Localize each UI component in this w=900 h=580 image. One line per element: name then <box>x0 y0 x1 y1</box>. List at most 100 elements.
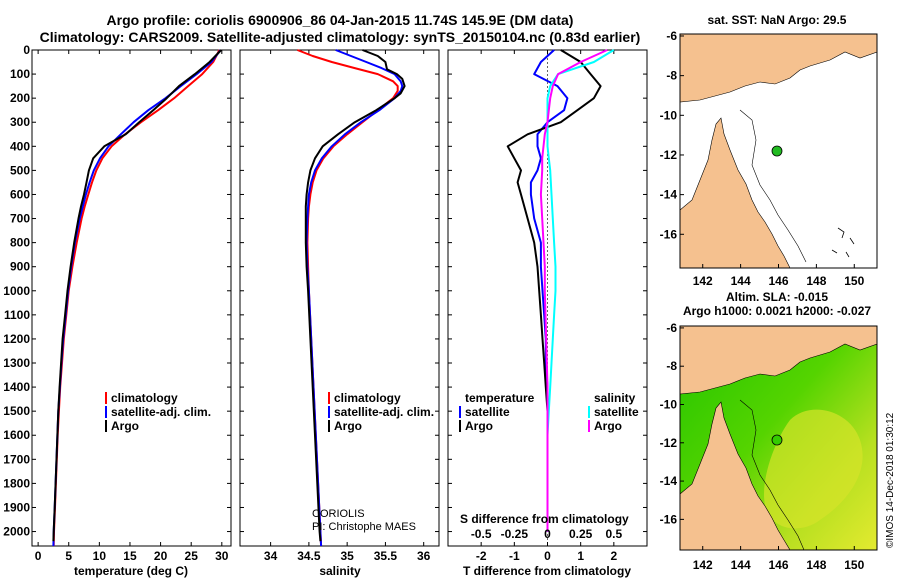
depth-tick-label: 700 <box>10 212 30 226</box>
map-bottom-title2: Argo h1000: 0.0021 h2000: -0.027 <box>683 304 871 318</box>
depth-tick-label: 2000 <box>3 525 30 539</box>
map-x-tick-label: 148 <box>806 558 826 572</box>
map-x-tick-label: 144 <box>731 558 751 572</box>
map-top-coral-islands <box>831 227 855 258</box>
s-difference-note: S difference from climatology <box>460 512 629 526</box>
depth-tick-label: 500 <box>10 163 30 177</box>
depth-tick-label: 300 <box>10 115 30 129</box>
x-tick-label: -2 <box>476 549 487 563</box>
map-y-tick-label: -14 <box>660 188 678 202</box>
depth-tick-label: 1400 <box>3 380 30 394</box>
x-tick-label: 25 <box>185 549 199 563</box>
depth-tick-label: 600 <box>10 187 30 201</box>
difference-legend: temperature satellite Argo salinity sate… <box>459 391 639 433</box>
series-line-argo <box>52 49 222 542</box>
depth-tick-label: 1300 <box>3 356 30 370</box>
map-bottom-reef-line <box>739 399 805 551</box>
figure-title-line2: Climatology: CARS2009. Satellite-adjuste… <box>40 29 641 45</box>
map-y-tick-label: -6 <box>666 29 677 43</box>
depth-tick-label: 1200 <box>3 332 30 346</box>
salinity-panel: 34 34.5 35 35.5 36 <box>240 49 439 563</box>
difference-axis-label: T difference from climatology <box>463 564 631 578</box>
map-x-tick-label: 148 <box>806 274 826 288</box>
depth-tick-label: 1600 <box>3 428 30 442</box>
legend-salinity-title: salinity <box>594 391 636 405</box>
x-tick-label: 2 <box>610 549 617 563</box>
s-diff-tick-label: -0.5 <box>471 527 492 541</box>
legend-temp-argo-label: Argo <box>465 419 493 433</box>
legend-argo-label: Argo <box>334 419 362 433</box>
depth-axis-labels: 0 100 200 300 400 500 600 700 800 900 1000 1100 1200… <box>3 43 30 539</box>
depth-tick-label: 100 <box>10 67 30 81</box>
temperature-panel: 0 5 10 15 20 25 30 <box>32 49 231 563</box>
imos-timestamp: ©IMOS 14-Dec-2018 01:30:12 <box>885 412 896 548</box>
x-tick-label: 1 <box>577 549 584 563</box>
depth-tick-label: 1000 <box>3 284 30 298</box>
legend-satellite-label: satellite-adj. clim. <box>111 405 211 419</box>
legend-climatology-label: climatology <box>334 391 401 405</box>
map-y-tick-label: -16 <box>660 227 678 241</box>
depth-tick-label: 900 <box>10 260 30 274</box>
series-line-temperature-argo <box>506 49 602 532</box>
map-y-tick-label: -12 <box>660 436 678 450</box>
salinity-axis-label: salinity <box>319 564 361 578</box>
map-bottom-title1: Altim. SLA: -0.015 <box>726 290 828 304</box>
map-top <box>679 33 878 269</box>
x-tick-label: 0 <box>544 549 551 563</box>
credit-pi: PI: Christophe MAES <box>312 521 416 533</box>
map-bottom-tick-labels: -6 -8 -10 -12 -14 -16 142 144 146 148 150 <box>660 321 865 572</box>
series-line-salinity-satellite <box>546 49 615 532</box>
map-top-reef-line <box>739 109 807 263</box>
map-bottom-land-capeyork <box>679 401 791 551</box>
legend-argo-label: Argo <box>111 419 139 433</box>
map-y-tick-label: -14 <box>660 474 678 488</box>
map-top-title: sat. SST: NaN Argo: 29.5 <box>708 13 847 27</box>
map-top-tick-labels: -6 -8 -10 -12 -14 -16 142 144 146 148 150 <box>660 29 865 288</box>
map-x-tick-label: 142 <box>693 558 713 572</box>
legend-climatology-label: climatology <box>111 391 178 405</box>
salinity-legend: climatology satellite-adj. clim. Argo <box>328 391 434 433</box>
map-bottom-land-newguinea <box>679 325 878 395</box>
credit-institution: CORIOLIS <box>312 508 365 520</box>
s-diff-tick-label: -0.25 <box>501 527 529 541</box>
x-tick-label: 0 <box>35 549 42 563</box>
legend-sal-argo-label: Argo <box>594 419 622 433</box>
x-tick-label: 34 <box>264 549 278 563</box>
temperature-legend: climatology satellite-adj. clim. Argo <box>105 391 211 433</box>
x-tick-label: 10 <box>93 549 107 563</box>
depth-tick-label: 0 <box>23 43 30 57</box>
salinity-plot-frame <box>239 49 440 547</box>
map-x-tick-label: 146 <box>768 274 788 288</box>
depth-tick-label: 1700 <box>3 452 30 466</box>
series-line-argo <box>304 49 406 542</box>
x-tick-label: 36 <box>417 549 431 563</box>
series-line-satellite-adj-clim- <box>305 49 404 547</box>
depth-tick-label: 1100 <box>4 308 30 322</box>
map-bottom <box>679 325 878 551</box>
argo-float-marker-top <box>771 145 783 157</box>
s-diff-tick-label: 0.25 <box>569 527 593 541</box>
depth-tick-label: 200 <box>10 91 30 105</box>
series-line-climatology <box>297 49 399 547</box>
x-tick-label: 30 <box>215 549 229 563</box>
legend-satellite-label: satellite-adj. clim. <box>334 405 434 419</box>
x-tick-label: 5 <box>65 549 72 563</box>
map-y-tick-label: -10 <box>660 397 678 411</box>
depth-tick-label: 400 <box>10 139 30 153</box>
map-y-tick-label: -10 <box>660 108 678 122</box>
legend-temp-satellite-label: satellite <box>465 405 510 419</box>
temperature-axis-label: temperature (deg C) <box>74 564 188 578</box>
map-y-tick-label: -8 <box>666 359 677 373</box>
difference-panel: -2 -1 0 1 2 <box>448 49 647 563</box>
s-difference-tick-labels: -0.5 -0.25 0 0.25 0.5 <box>471 527 623 541</box>
x-tick-label: 15 <box>123 549 137 563</box>
map-y-tick-label: -16 <box>660 512 678 526</box>
map-x-tick-label: 146 <box>768 558 788 572</box>
legend-sal-satellite-label: satellite <box>594 405 639 419</box>
map-y-tick-label: -6 <box>666 321 677 335</box>
legend-temperature-title: temperature <box>465 391 535 405</box>
map-x-tick-label: 150 <box>844 558 864 572</box>
map-top-land-capeyork <box>679 117 791 269</box>
